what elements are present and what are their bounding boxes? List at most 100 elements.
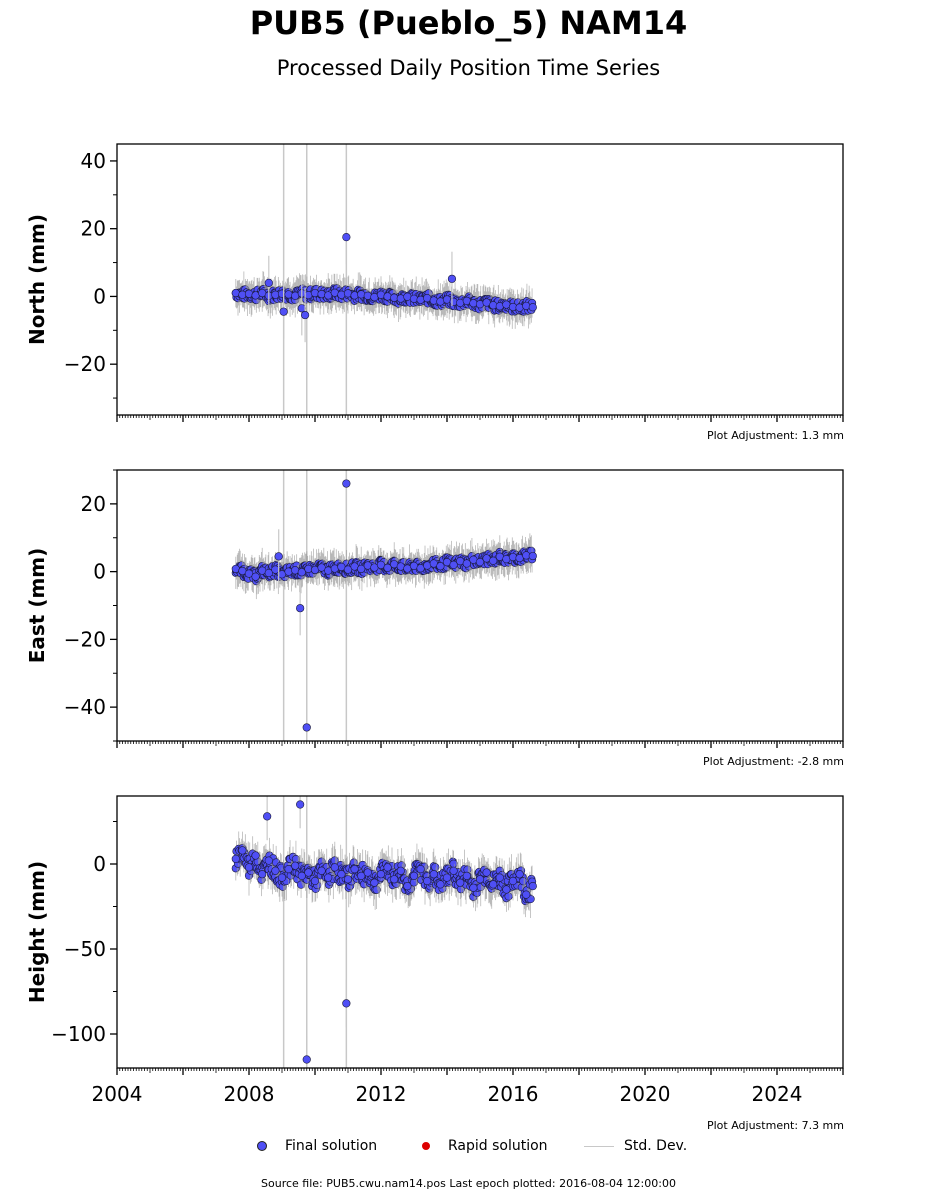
- x-tick-label: 2004: [92, 1082, 143, 1106]
- data-point: [396, 866, 405, 875]
- outlier-point: [296, 800, 305, 809]
- data-point: [317, 866, 326, 875]
- height-y-tick-label: 0: [93, 852, 106, 876]
- data-point: [324, 873, 333, 882]
- data-point: [436, 880, 445, 889]
- data-point: [244, 863, 254, 872]
- north-y-tick-label: 40: [81, 149, 106, 173]
- east-y-tick-label: −40: [64, 695, 106, 719]
- chart-title: PUB5 (Pueblo_5) NAM14: [249, 4, 688, 42]
- north-y-tick-label: −20: [64, 352, 106, 376]
- data-point: [383, 863, 392, 872]
- north-axes-frame: [116, 143, 844, 416]
- east-plot-adjustment: Plot Adjustment: -2.8 mm: [703, 755, 844, 768]
- data-point: [376, 870, 386, 879]
- data-point: [244, 569, 254, 578]
- data-point: [469, 883, 478, 892]
- east-y-tick-label: 0: [93, 560, 106, 584]
- data-point: [456, 878, 465, 887]
- data-point: [528, 551, 537, 561]
- data-point: [304, 868, 313, 877]
- data-point: [357, 871, 366, 881]
- data-point: [522, 301, 531, 311]
- x-tick-label: 2012: [356, 1082, 407, 1106]
- chart-subtitle: Processed Daily Position Time Series: [276, 56, 661, 80]
- outlier-point: [297, 304, 306, 313]
- data-point: [297, 568, 306, 577]
- data-point: [462, 871, 471, 881]
- x-tick-label: 2024: [752, 1082, 803, 1106]
- data-point: [416, 864, 425, 874]
- data-point: [343, 565, 353, 574]
- height-y-axis-label: Height (mm): [25, 861, 49, 1003]
- data-point: [271, 866, 280, 875]
- data-point: [277, 873, 287, 882]
- east-y-axis-label: East (mm): [25, 548, 49, 664]
- outlier-point: [279, 307, 288, 316]
- height-y-tick-label: −100: [51, 1022, 106, 1046]
- data-point: [403, 881, 412, 891]
- data-point: [271, 565, 280, 574]
- data-point: [317, 289, 326, 299]
- data-point: [528, 303, 537, 312]
- outlier-point: [302, 723, 311, 732]
- height-plot-adjustment: Plot Adjustment: 7.3 mm: [706, 1119, 844, 1132]
- data-point: [357, 290, 366, 299]
- data-point: [284, 864, 293, 874]
- data-point: [284, 290, 293, 299]
- data-point: [449, 560, 458, 569]
- outlier-point: [301, 310, 310, 320]
- height-axes-frame: [116, 795, 844, 1069]
- north-y-tick-label: 0: [93, 284, 106, 308]
- outlier-point: [263, 812, 272, 821]
- data-point: [330, 863, 339, 872]
- data-point: [310, 876, 320, 886]
- data-point: [350, 864, 359, 874]
- north-y-axis-label: North (mm): [25, 214, 49, 345]
- outlier-point: [342, 233, 351, 242]
- final-solution-marker-icon: [257, 1141, 267, 1151]
- data-point: [251, 851, 260, 860]
- data-point: [337, 870, 346, 879]
- data-point: [343, 875, 353, 884]
- legend-item-std: Std. Dev.: [584, 1138, 687, 1154]
- data-point: [475, 875, 485, 884]
- data-point: [515, 870, 524, 879]
- legend-label-rapid: Rapid solution: [448, 1138, 548, 1154]
- outlier-point: [302, 1055, 311, 1064]
- x-tick-label: 2020: [620, 1082, 671, 1106]
- legend: Final solution Rapid solution Std. Dev.: [250, 1138, 710, 1158]
- data-point: [482, 868, 491, 877]
- data-point: [462, 559, 471, 568]
- data-point: [449, 866, 458, 875]
- std-dev-line-icon: [584, 1145, 614, 1147]
- east-y-tick-label: 20: [81, 492, 106, 516]
- outlier-point: [274, 552, 283, 561]
- east-plot-area: [231, 470, 537, 741]
- x-tick-label: 2008: [224, 1082, 275, 1106]
- data-point: [390, 875, 399, 884]
- data-point: [508, 876, 518, 886]
- legend-label-std: Std. Dev.: [624, 1138, 688, 1154]
- data-point: [264, 856, 273, 865]
- data-point: [363, 291, 372, 300]
- legend-label-final: Final solution: [285, 1138, 378, 1154]
- height-plot-area: [231, 796, 537, 1068]
- outlier-point: [342, 479, 351, 488]
- data-point: [291, 861, 300, 870]
- data-point: [495, 873, 504, 882]
- data-point: [423, 876, 432, 886]
- data-point: [370, 878, 379, 887]
- data-point: [502, 885, 511, 894]
- data-point: [264, 568, 273, 578]
- data-point: [409, 871, 419, 881]
- data-point: [363, 868, 372, 877]
- data-point: [258, 870, 267, 879]
- source-footer: Source file: PUB5.cwu.nam14.pos Last epo…: [261, 1177, 676, 1190]
- data-point: [297, 871, 306, 881]
- data-point: [284, 567, 293, 576]
- outlier-point: [342, 999, 351, 1008]
- data-point: [442, 873, 452, 882]
- height-y-tick-label: −50: [64, 937, 106, 961]
